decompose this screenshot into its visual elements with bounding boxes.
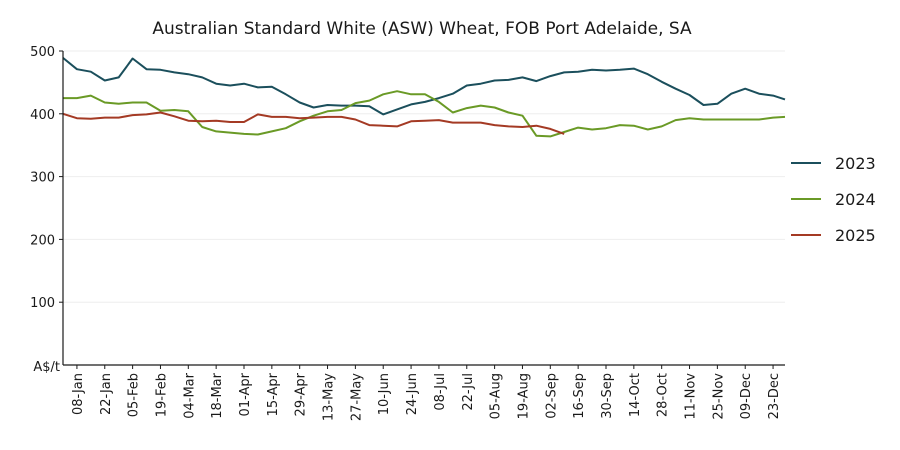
x-tick-label: 23-Dec — [767, 373, 782, 419]
y-axis-label: A$/t — [33, 360, 60, 375]
legend-label-2025: 2025 — [835, 226, 876, 245]
x-tick-label: 28-Oct — [656, 373, 671, 417]
y-axis-ticks: 100 200 300 400 500 — [30, 45, 63, 311]
x-tick-label: 27-May — [349, 373, 364, 421]
x-tick-label: 22-Jul — [461, 373, 476, 411]
x-tick-label: 10-Jun — [377, 373, 392, 415]
legend-label-2023: 2023 — [835, 154, 876, 173]
x-tick-label: 04-Mar — [182, 372, 197, 418]
legend-label-2024: 2024 — [835, 190, 876, 209]
x-tick-label: 15-Apr — [266, 372, 281, 416]
y-tick-label: 100 — [30, 296, 55, 311]
series-line-2023 — [62, 57, 786, 116]
x-tick-label: 01-Apr — [238, 372, 253, 416]
chart-title: Australian Standard White (ASW) Wheat, F… — [152, 19, 692, 39]
x-tick-label: 14-Oct — [628, 373, 643, 417]
y-tick-label: 300 — [30, 171, 55, 186]
gridlines — [63, 50, 785, 303]
x-tick-label: 24-Jun — [405, 373, 420, 415]
series-line-2025 — [62, 111, 565, 135]
x-axis-ticks: 08-Jan 22-Jan 05-Feb 19-Feb 04-Mar 18-Mar 01-A… — [71, 365, 782, 421]
x-tick-label: 16-Sep — [572, 373, 587, 419]
x-tick-label: 22-Jan — [99, 373, 114, 415]
axes — [62, 51, 785, 366]
x-tick-label: 05-Feb — [127, 373, 142, 417]
x-tick-label: 11-Nov — [684, 373, 699, 420]
y-tick-label: 400 — [30, 108, 55, 123]
x-tick-label: 02-Sep — [544, 373, 559, 419]
series-line-2024 — [63, 90, 786, 138]
x-tick-label: 19-Feb — [154, 373, 169, 417]
y-tick-label: 200 — [30, 233, 55, 248]
x-tick-label: 05-Aug — [489, 373, 504, 419]
y-tick-label: 500 — [30, 45, 55, 60]
x-tick-label: 18-Mar — [210, 372, 225, 418]
x-tick-label: 09-Dec — [739, 373, 754, 419]
x-tick-label: 30-Sep — [600, 373, 615, 419]
series-lines — [62, 57, 786, 138]
x-tick-label: 08-Jul — [433, 373, 448, 411]
x-tick-label: 13-May — [322, 373, 337, 421]
x-tick-label: 19-Aug — [516, 373, 531, 419]
x-tick-label: 08-Jan — [71, 373, 86, 415]
x-tick-label: 25-Nov — [711, 373, 726, 420]
legend: 2023 2024 2025 — [791, 154, 876, 245]
x-tick-label: 29-Apr — [294, 372, 309, 416]
